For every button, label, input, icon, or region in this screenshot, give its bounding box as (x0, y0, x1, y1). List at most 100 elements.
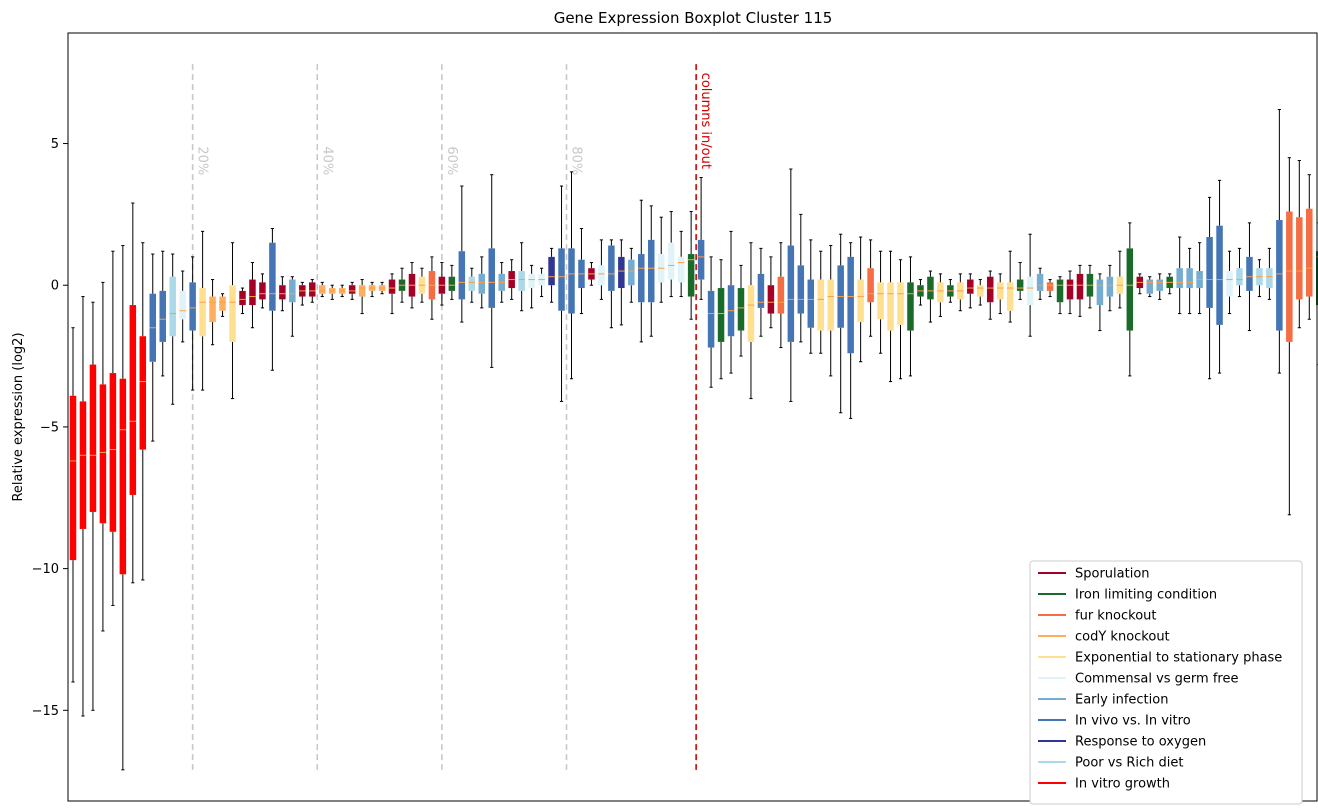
box-group (1126, 222, 1134, 377)
legend-entry: Exponential to stationary phase (1038, 651, 1282, 666)
percent-marker-label: 60% (444, 146, 459, 175)
box-group (897, 259, 904, 380)
legend-label: In vivo vs. In vitro (1075, 714, 1191, 729)
box-group (578, 228, 585, 315)
box-group (827, 245, 834, 377)
box-body (937, 282, 944, 303)
box-group (996, 273, 1004, 315)
box-body (1226, 271, 1233, 297)
box-group (119, 245, 127, 771)
box-body (1046, 282, 1054, 291)
box-group (787, 168, 795, 402)
box-group (328, 284, 336, 300)
box-group (309, 279, 316, 303)
box-group (977, 279, 984, 306)
box-group (508, 259, 515, 300)
box-body (667, 242, 675, 280)
box-group (269, 228, 276, 371)
box-group (957, 273, 964, 312)
box-body (787, 245, 795, 342)
box-body (139, 336, 147, 450)
box-group (1106, 264, 1114, 312)
box-body (219, 296, 226, 311)
box-body (608, 245, 615, 291)
y-tick-label: 5 (51, 137, 59, 152)
box-body (259, 282, 266, 300)
box-body (1026, 276, 1034, 306)
box-body (179, 290, 186, 320)
box-group (518, 242, 525, 312)
legend-label: Sporulation (1075, 567, 1150, 582)
box-body (468, 276, 476, 291)
box-body (279, 285, 286, 300)
box-group (657, 216, 665, 303)
box-group (767, 256, 775, 329)
box-group (757, 247, 765, 337)
box-body (857, 279, 864, 323)
box-body (977, 285, 984, 297)
box-group (1246, 222, 1253, 332)
box-body (628, 259, 635, 286)
chart-title: Gene Expression Boxplot Cluster 115 (554, 9, 833, 27)
box-body (1246, 256, 1253, 291)
box-body (249, 279, 256, 306)
legend-entry: Commensal vs germ free (1038, 672, 1238, 687)
box-group (1036, 267, 1044, 300)
y-axis: 5 0 −5 −10 −15 (32, 137, 68, 719)
box-group (1266, 247, 1273, 300)
box-group (1206, 196, 1213, 380)
legend-label: Commensal vs germ free (1075, 672, 1238, 687)
box-group (887, 250, 894, 383)
box-group (1056, 276, 1064, 315)
box-body (229, 285, 236, 342)
box-group (189, 256, 196, 391)
legend-entry: Early infection (1038, 693, 1168, 708)
box-body (269, 242, 276, 311)
legend-label: codY knockout (1075, 630, 1170, 645)
box-body (598, 265, 605, 286)
box-body (488, 248, 495, 308)
box-body (528, 273, 535, 289)
box-group (1096, 273, 1104, 332)
box-group (687, 211, 695, 320)
box-body (777, 276, 785, 314)
legend-label: Response to oxygen (1075, 735, 1206, 750)
box-body (518, 271, 525, 291)
box-group (1236, 247, 1243, 298)
box-group (1226, 250, 1233, 315)
legend-entry: Response to oxygen (1038, 735, 1206, 750)
box-group (378, 281, 386, 295)
box-group (1016, 262, 1024, 300)
box-group (1306, 174, 1313, 320)
box-group (259, 273, 266, 309)
box-group (947, 279, 954, 303)
box-body (897, 282, 904, 325)
box-group (468, 267, 476, 303)
legend-label: Exponential to stationary phase (1075, 651, 1282, 666)
box-group (1026, 233, 1034, 337)
box-body (99, 384, 107, 524)
box-body (877, 282, 884, 320)
box-body (309, 282, 316, 297)
plot-area: 20% 40% 60% 80% columns in/out (69, 64, 1318, 771)
box-body (319, 285, 326, 294)
box-group (608, 239, 615, 329)
box-group (338, 284, 346, 298)
percent-marker-label: 80% (569, 146, 584, 175)
box-body (827, 279, 834, 331)
box-group (139, 242, 147, 581)
legend-frame (1029, 560, 1303, 805)
percent-marker-label: 40% (319, 146, 334, 175)
box-body (568, 248, 575, 314)
box-group (279, 276, 286, 312)
box-body (358, 285, 366, 297)
box-body (1216, 225, 1223, 325)
box-group (877, 250, 884, 354)
box-body (69, 395, 77, 561)
legend-entry: fur knockout (1038, 609, 1157, 624)
box-body (458, 251, 466, 300)
box-group (99, 281, 107, 632)
box-body (907, 282, 914, 331)
box-group (1196, 242, 1203, 315)
box-body (847, 256, 854, 354)
